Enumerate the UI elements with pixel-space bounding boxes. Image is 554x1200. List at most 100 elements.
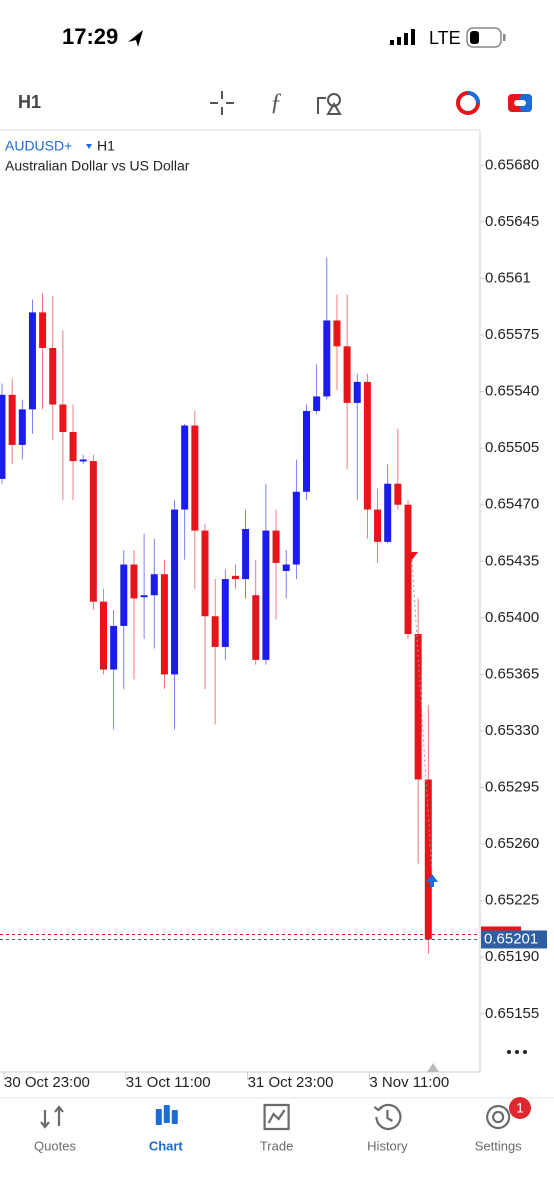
tab-icon xyxy=(155,1109,162,1125)
y-tick-label: 0.65575 xyxy=(485,326,539,343)
candle-body xyxy=(8,394,16,445)
y-tick-label: 0.65295 xyxy=(485,779,539,796)
scroll-marker[interactable] xyxy=(427,1063,439,1072)
objects-button[interactable] xyxy=(317,93,342,115)
candle-body xyxy=(252,595,260,660)
candle-body xyxy=(39,312,47,348)
y-tick-label: 0.65435 xyxy=(485,552,539,569)
tab-label[interactable]: Trade xyxy=(260,1138,293,1153)
candle-body xyxy=(221,579,229,647)
tab-label[interactable]: Quotes xyxy=(34,1138,76,1153)
indicators-button[interactable]: ƒ xyxy=(270,90,282,116)
x-tick-label: 31 Oct 11:00 xyxy=(126,1074,211,1091)
candle-body xyxy=(100,601,107,670)
candle-body xyxy=(160,574,168,675)
y-tick-label: 0.65155 xyxy=(485,1005,539,1022)
more-button[interactable] xyxy=(507,1050,527,1054)
buy-marker xyxy=(426,874,438,882)
y-tick-label: 0.65260 xyxy=(485,835,539,852)
tab-icon xyxy=(171,1110,178,1124)
badge-count: 1 xyxy=(516,1100,524,1116)
trade-button[interactable] xyxy=(456,91,480,115)
candle-body xyxy=(130,564,138,599)
timeframe-button[interactable]: H1 xyxy=(18,92,41,112)
tab[interactable]: Settings xyxy=(475,1104,522,1153)
tab[interactable]: History xyxy=(367,1103,408,1154)
clock: 17:29 xyxy=(62,24,118,49)
y-tick-label: 0.65225 xyxy=(485,892,539,909)
candle-body xyxy=(79,459,87,462)
candle-body xyxy=(211,616,219,647)
price-label: 0.65201 xyxy=(484,930,538,947)
candle-body xyxy=(49,347,57,405)
tab-icon xyxy=(373,1103,402,1131)
signal-icon xyxy=(390,29,415,45)
x-tick-label: 3 Nov 11:00 xyxy=(369,1074,449,1091)
tab[interactable]: Trade xyxy=(260,1103,293,1153)
candle-body xyxy=(282,564,290,571)
candle-body xyxy=(394,483,402,505)
tab-label[interactable]: History xyxy=(367,1138,408,1153)
y-tick-label: 0.65190 xyxy=(485,948,539,965)
symbol-dropdown[interactable] xyxy=(86,144,92,149)
tab-icon xyxy=(486,1104,511,1130)
chart-title: Australian Dollar vs US Dollar xyxy=(5,158,190,174)
candle-body xyxy=(18,409,26,445)
tab-icon xyxy=(40,1105,64,1129)
location-icon xyxy=(128,30,143,47)
tab-bar: Quotes Chart Trade History Settings 1 xyxy=(34,1097,531,1153)
candle-body xyxy=(150,574,158,596)
candle-body xyxy=(303,410,310,492)
candle-body xyxy=(292,491,300,565)
y-tick-label: 0.65365 xyxy=(485,665,539,682)
candle-body xyxy=(363,381,371,510)
candle-body xyxy=(171,509,179,675)
y-tick-label: 0.65680 xyxy=(485,156,539,173)
battery-level xyxy=(470,31,479,44)
candle-body xyxy=(343,346,351,403)
candle-body xyxy=(110,625,118,670)
candle-body xyxy=(0,394,6,479)
battery-tip xyxy=(503,34,506,41)
badge xyxy=(509,1097,531,1119)
y-tick-label: 0.65505 xyxy=(485,439,539,456)
candle-body xyxy=(414,634,422,780)
candle-body xyxy=(404,504,412,635)
candle-body xyxy=(201,530,209,617)
buy-marker xyxy=(430,882,434,887)
network: LTE xyxy=(429,28,461,48)
candle-body xyxy=(191,425,199,531)
battery xyxy=(466,27,502,48)
crosshair-button[interactable] xyxy=(210,91,234,115)
plot: 0.65680 0.65645 0.6561 0.65575 0.65540 0.6550… xyxy=(0,156,547,1091)
one-click-button[interactable] xyxy=(508,94,532,112)
y-tick-label: 0.65540 xyxy=(485,383,539,400)
candle-body xyxy=(69,431,77,462)
price-label-box xyxy=(481,930,547,949)
candle-body xyxy=(231,575,239,580)
candle-body xyxy=(374,509,382,542)
tab[interactable]: Chart xyxy=(149,1105,184,1153)
tab-label[interactable]: Chart xyxy=(149,1138,184,1153)
chart-timeframe: H1 xyxy=(97,138,115,154)
candle-body xyxy=(272,530,280,563)
symbol[interactable]: AUDUSD+ xyxy=(5,138,72,154)
tab[interactable]: Quotes xyxy=(34,1105,76,1153)
candle-body xyxy=(59,404,67,432)
candle-body xyxy=(242,528,250,580)
candle-body xyxy=(262,530,270,660)
candle-body xyxy=(181,425,189,510)
candle-body xyxy=(28,312,36,410)
tab-label[interactable]: Settings xyxy=(475,1138,522,1153)
candle-body xyxy=(313,396,321,411)
candle-body xyxy=(120,564,128,626)
candle-body xyxy=(384,483,392,542)
y-tick-label: 0.65645 xyxy=(485,213,539,230)
y-tick-label: 0.6561 xyxy=(485,269,531,286)
candle-body xyxy=(353,381,361,403)
y-tick-label: 0.65470 xyxy=(485,496,539,513)
x-tick-label: 30 Oct 23:00 xyxy=(4,1074,90,1091)
candle-body xyxy=(323,320,331,397)
candle-body xyxy=(89,461,97,602)
y-tick-label: 0.65400 xyxy=(485,609,539,626)
